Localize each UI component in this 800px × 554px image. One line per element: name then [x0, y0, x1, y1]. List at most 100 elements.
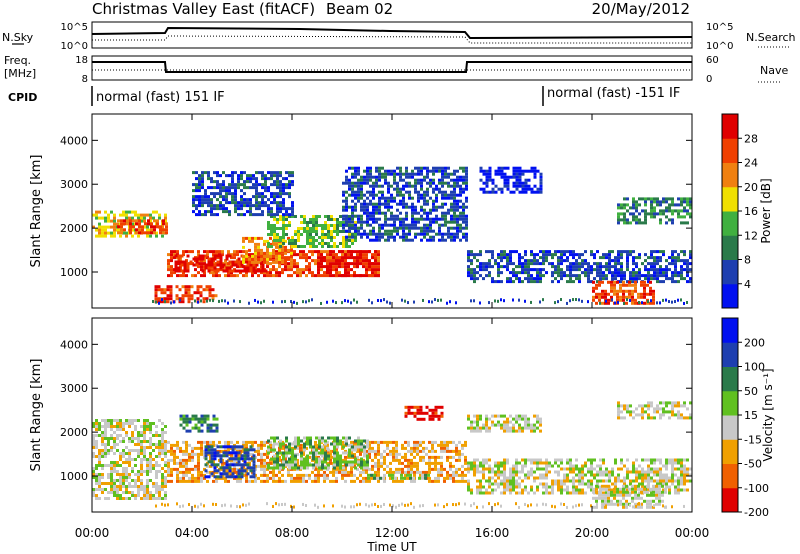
cell [638, 218, 641, 222]
cell [444, 220, 447, 224]
cell [237, 457, 241, 461]
cell [441, 178, 444, 182]
cell [216, 269, 220, 273]
cell [404, 405, 408, 409]
cell [372, 175, 375, 179]
cell [351, 184, 354, 188]
cell [341, 464, 344, 468]
cell [616, 298, 619, 302]
cell [408, 223, 411, 227]
cell [518, 271, 521, 275]
nsearch-label: N.Search [746, 31, 796, 44]
cell [119, 494, 122, 497]
cell [116, 228, 119, 232]
cell [671, 274, 674, 278]
cell [458, 440, 461, 444]
cell [578, 262, 581, 266]
cell [246, 174, 249, 178]
cell [407, 440, 410, 444]
cell [342, 205, 345, 209]
cell [216, 180, 219, 184]
cell [164, 491, 167, 494]
cell [665, 277, 668, 281]
cell [426, 229, 429, 233]
cell [98, 482, 101, 485]
cell [255, 198, 258, 202]
cell [422, 298, 424, 302]
cell [281, 260, 284, 264]
cell [177, 266, 181, 270]
cell [380, 461, 383, 465]
cell [146, 422, 149, 425]
cell [390, 235, 393, 239]
cell [419, 470, 422, 474]
cell [137, 491, 140, 494]
cell [341, 253, 344, 257]
cell [359, 274, 362, 278]
cell [372, 211, 375, 215]
cell [616, 289, 619, 293]
cell [366, 178, 369, 182]
cell [363, 211, 366, 215]
cell [206, 250, 209, 254]
cell [288, 192, 291, 196]
cell [386, 440, 389, 444]
cell [652, 292, 655, 296]
cell [393, 226, 396, 230]
cell [323, 476, 326, 480]
cell [155, 210, 158, 214]
cell [154, 288, 158, 292]
cell [515, 274, 518, 278]
cell [384, 199, 387, 203]
cell [640, 280, 643, 284]
cell [372, 238, 375, 242]
cell [296, 271, 299, 275]
cell [628, 283, 631, 287]
cell [456, 208, 459, 212]
cell [335, 268, 338, 272]
cell [276, 195, 279, 199]
cell [269, 262, 272, 266]
cell [458, 455, 461, 459]
cell [604, 295, 607, 299]
cell [246, 269, 250, 273]
cell [360, 466, 363, 470]
cell [279, 174, 282, 178]
cell [309, 436, 312, 440]
cell [470, 268, 473, 272]
cell [258, 201, 261, 205]
cell [282, 186, 285, 190]
cell [405, 214, 408, 218]
cell [308, 250, 311, 254]
cell [98, 452, 101, 455]
cell [674, 265, 677, 269]
cell [261, 213, 264, 217]
cell [237, 463, 241, 467]
cell [414, 220, 417, 224]
cell [213, 204, 216, 208]
cell [455, 301, 457, 305]
cell [623, 206, 626, 210]
cell [683, 200, 686, 204]
cell [390, 193, 393, 197]
cell [467, 259, 470, 263]
cell [656, 256, 659, 260]
cell [194, 476, 197, 480]
cell [219, 460, 223, 464]
cell [683, 215, 686, 219]
cell [188, 476, 191, 480]
cell [374, 461, 377, 465]
cell [462, 217, 465, 221]
cell [339, 221, 342, 224]
cell [649, 301, 652, 305]
cell [447, 172, 450, 176]
cell [417, 181, 420, 185]
cell [92, 213, 95, 217]
cell [341, 458, 344, 462]
cell [557, 271, 560, 275]
cell [315, 245, 318, 248]
cell [225, 475, 229, 479]
cell [656, 268, 659, 272]
cell [413, 405, 417, 409]
cell [146, 479, 149, 482]
